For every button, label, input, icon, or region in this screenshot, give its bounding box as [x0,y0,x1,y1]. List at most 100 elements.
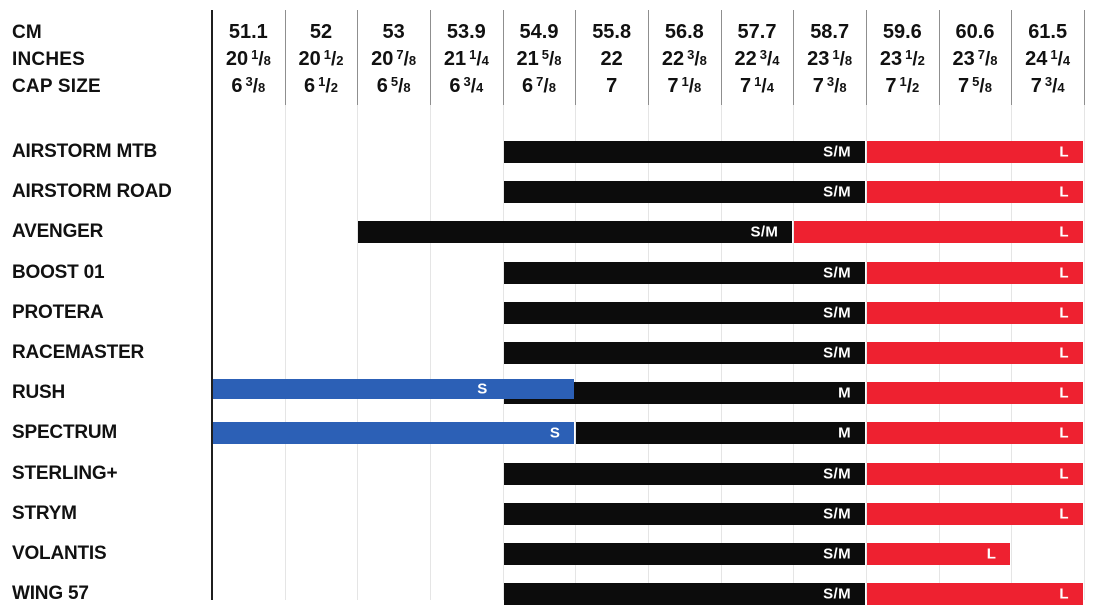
size-range-label: L [1059,183,1069,201]
cap-size-value: 6 1/2 [304,74,338,97]
model-name: SPECTRUM [12,422,118,444]
size-range-bar: S [213,422,575,445]
size-range-bar: S/M [503,301,865,324]
model-row: BOOST 01 S/M L [0,261,1100,284]
header-separator-line [284,10,286,105]
column-grid-line [357,105,359,600]
size-range-label: M [838,424,851,442]
header-separator-line [575,10,577,105]
column-grid-line [502,105,504,600]
cap-size-value: 7 5/8 [958,74,992,97]
size-range-bar: S/M [503,141,865,163]
size-range-bar: S [213,379,575,400]
inches-value: 22 3/8 [661,47,707,70]
size-range-bar: S/M [503,583,865,606]
size-range-bar: S/M [503,181,865,204]
cm-value: 60.6 [955,21,995,43]
inches-value: 23 1/2 [879,47,925,70]
size-range-bar: L [867,583,1083,606]
size-range-bar: S/M [503,462,865,485]
header-separator-line [1011,10,1013,105]
size-range-bar: M [576,422,865,445]
cap-size-value: 6 3/4 [449,74,484,97]
size-range-bar: S/M [503,543,865,565]
column-grid-line [866,105,867,600]
size-range-label: S [549,424,561,442]
model-name: VOLANTIS [12,543,107,564]
size-range-bar: L [867,181,1083,204]
size-range-label: S/M [823,304,851,322]
size-range-bar: L [867,342,1083,364]
size-range-bar: L [867,261,1083,284]
inches-value: 21 1/4 [443,47,489,70]
size-range-label: L [1059,585,1069,603]
header-separator-line [938,10,940,105]
inches-value: 20 7/8 [371,47,417,70]
model-row: AIRSTORM ROAD S/M L [0,181,1100,204]
size-range-bar: M [503,382,865,405]
size-range-label: S/M [823,183,851,201]
size-range-label: L [1059,505,1069,523]
model-name: AIRSTORM MTB [12,141,158,162]
inches-value: 20 1/8 [225,47,271,70]
size-range-label: S/M [823,585,851,603]
cap-size-value: 6 7/8 [522,74,556,97]
cm-value: 52 [309,21,333,43]
model-name: BOOST 01 [12,261,105,283]
cm-value: 61.5 [1028,21,1068,43]
size-range-label: S/M [750,223,779,241]
axis-line [211,10,213,600]
model-row: SPECTRUM S M L [0,422,1100,445]
size-range-label: L [1059,304,1069,322]
model-name: AVENGER [12,221,104,243]
header-separator-line [1084,10,1085,105]
size-range-label: L [1059,143,1069,161]
size-range-bar: L [867,502,1083,525]
header-separator-line [502,10,504,105]
cm-value: 55.8 [592,21,632,43]
model-name: AIRSTORM ROAD [12,181,172,203]
size-range-bar: L [867,462,1083,485]
size-range-bar: L [794,221,1083,244]
cap-size-value: 7 3/4 [1030,74,1065,97]
cm-value: 57.7 [737,21,777,43]
cap-size-value: 7 1/4 [740,74,774,97]
cap-size-value: 6 3/8 [231,74,266,97]
model-row: RUSH S M L [0,379,1100,405]
size-range-label: L [1059,424,1069,442]
size-range-label: S/M [823,545,851,563]
cm-value: 54.9 [519,21,559,43]
size-range-bar: S/M [503,342,865,364]
cap-size-value: 7 1/8 [667,74,702,97]
model-row: WING 57 S/M L [0,583,1100,606]
size-range-label: M [838,384,851,402]
cm-value: 58.7 [810,21,850,43]
size-range-bar: L [867,382,1083,405]
header-separator-line [430,10,431,105]
inches-value: 20 1/2 [298,47,344,70]
column-grid-line [284,105,286,600]
cm-value: 59.6 [882,21,922,43]
cap-size-value: 7 1/2 [885,74,920,97]
inches-value: 22 3/4 [734,47,780,70]
size-range-bar: S/M [503,502,865,525]
cm-value: 51.1 [228,21,268,43]
model-row: VOLANTIS S/M L [0,543,1100,565]
model-row: PROTERA S/M L [0,301,1100,324]
inches-value: 21 5/8 [516,47,562,70]
size-range-bar: L [867,301,1083,324]
header-separator-line [720,10,722,105]
cap-size-value: 7 [606,75,618,97]
inches-value: 24 1/4 [1025,47,1071,70]
size-range-label: L [1059,223,1069,241]
model-name: WING 57 [12,583,89,605]
inches-value: 23 7/8 [952,47,998,70]
size-range-bar: L [867,141,1083,163]
size-range-label: S/M [823,465,851,483]
cap-size-row-label: CAP SIZE [12,76,101,97]
size-range-bar: L [867,422,1083,445]
size-range-label: L [1059,344,1069,362]
model-row: AIRSTORM MTB S/M L [0,141,1100,163]
cm-value: 53.9 [446,21,486,43]
